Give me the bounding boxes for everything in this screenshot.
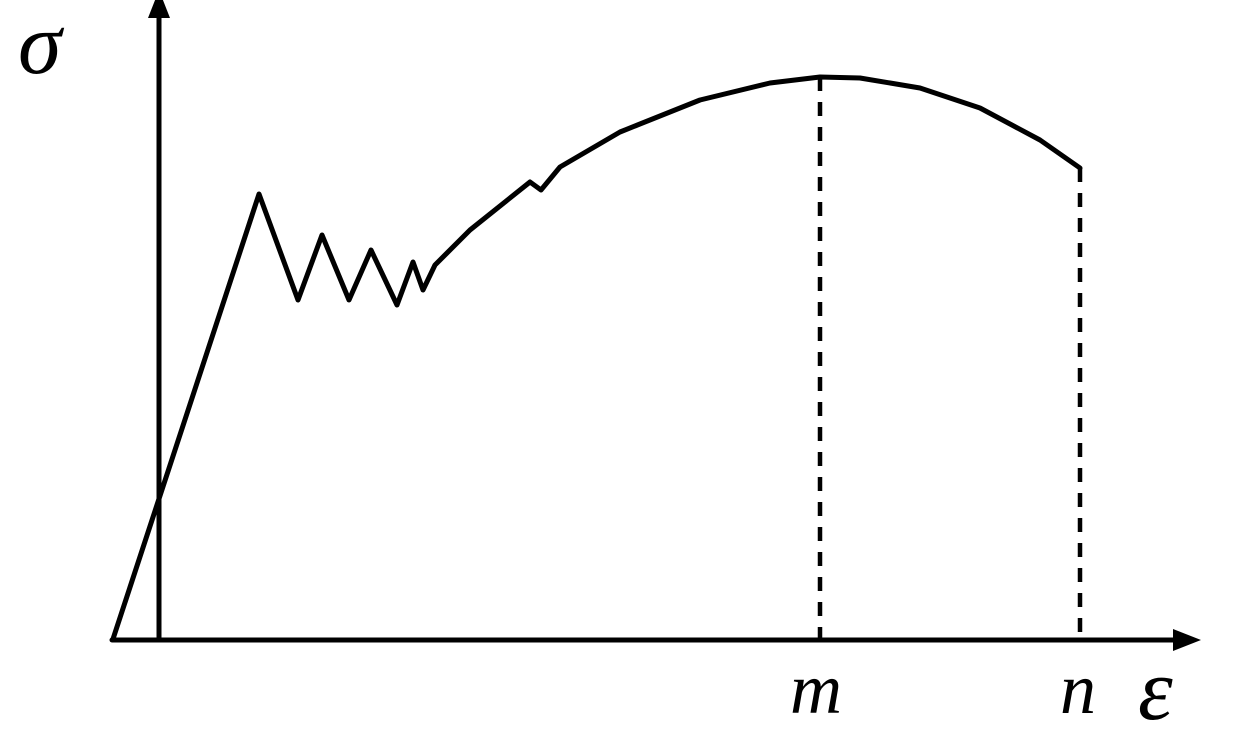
diagram-svg <box>0 0 1240 739</box>
x-axis-label: ε <box>1138 640 1173 741</box>
diagram-container: σ ε m n <box>0 0 1240 739</box>
marker-n-label: n <box>1060 648 1096 731</box>
marker-m-label: m <box>790 648 842 731</box>
y-axis-label: σ <box>18 0 61 95</box>
